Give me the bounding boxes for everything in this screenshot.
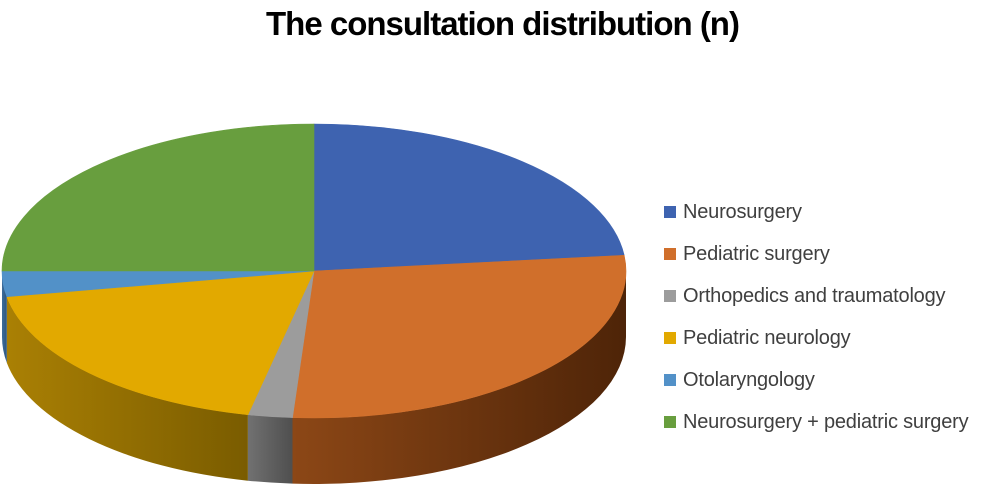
legend-swatch <box>664 290 676 302</box>
pie-slice-neurosurgery <box>313 123 625 272</box>
legend-label: Orthopedics and traumatology <box>683 284 946 307</box>
pie-slice-pediatric-neurology <box>6 270 315 416</box>
legend-label: Neurosurgery <box>683 200 802 223</box>
pie-top-slices <box>1 123 627 419</box>
legend-item: Pediatric neurology <box>664 326 968 350</box>
pie-slice-side-pediatric-surgery <box>292 271 626 484</box>
legend-item: Neurosurgery <box>664 200 968 224</box>
legend-label: Pediatric neurology <box>683 326 851 349</box>
pie-slice-neurosurgery-pediatric-surgery <box>1 123 315 272</box>
legend-item: Otolaryngology <box>664 368 968 392</box>
legend-swatch <box>664 206 676 218</box>
legend-label: Neurosurgery + pediatric surgery <box>683 410 969 433</box>
pie-side-walls <box>1 271 626 484</box>
legend-swatch <box>664 416 676 428</box>
legend-item: Pediatric surgery <box>664 242 968 266</box>
pie-slice-pediatric-surgery <box>292 254 627 419</box>
legend-label: Otolaryngology <box>683 368 815 391</box>
legend-swatch <box>664 248 676 260</box>
chart-title: The consultation distribution (n) <box>266 5 740 42</box>
pie-slice-side-pediatric-neurology <box>6 296 248 481</box>
legend-label: Pediatric surgery <box>683 242 830 265</box>
legend-item: Orthopedics and traumatology <box>664 284 968 308</box>
legend-item: Neurosurgery + pediatric surgery <box>664 410 969 434</box>
legend-swatch <box>664 374 676 386</box>
pie-slice-side-orthopedics-and-traumatology <box>247 414 293 484</box>
chart-legend: Neurosurgery Pediatric surgery Orthopedics… <box>664 200 969 434</box>
legend-swatch <box>664 332 676 344</box>
